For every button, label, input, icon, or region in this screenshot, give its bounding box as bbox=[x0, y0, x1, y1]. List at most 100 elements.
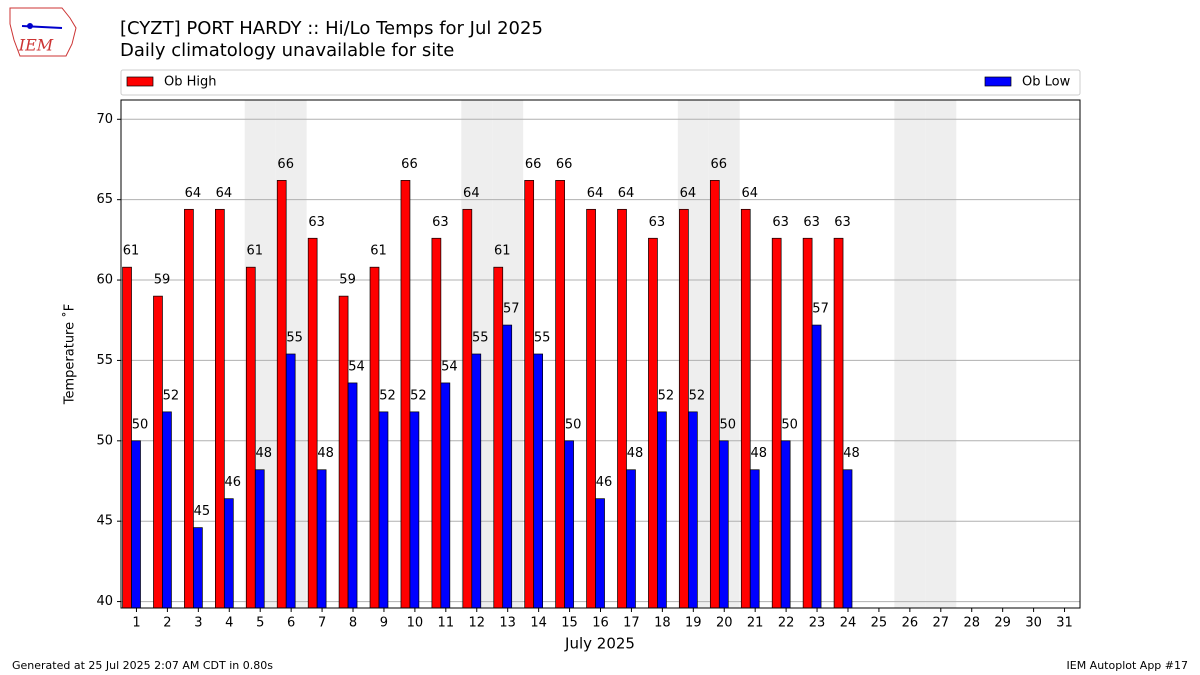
x-tick-label: 30 bbox=[1025, 616, 1042, 631]
bar bbox=[285, 353, 296, 609]
bar bbox=[493, 266, 504, 609]
bar bbox=[833, 237, 844, 609]
bar bbox=[617, 208, 627, 609]
value-label: 61 bbox=[370, 244, 387, 259]
bar bbox=[502, 324, 513, 609]
chart-title: [CYZT] PORT HARDY :: Hi/Lo Temps for Jul… bbox=[120, 18, 543, 39]
value-label: 66 bbox=[525, 157, 542, 172]
x-tick-label: 6 bbox=[287, 616, 295, 631]
value-label: 50 bbox=[781, 417, 798, 432]
legend-label: Ob High bbox=[164, 75, 217, 90]
x-tick-label: 21 bbox=[747, 616, 764, 631]
x-tick-label: 1 bbox=[132, 616, 140, 631]
value-label: 64 bbox=[216, 186, 233, 201]
bar bbox=[378, 411, 389, 609]
value-label: 63 bbox=[834, 215, 851, 230]
bar bbox=[586, 208, 596, 609]
weekend-shade bbox=[925, 100, 957, 608]
x-tick-label: 17 bbox=[623, 616, 640, 631]
bar bbox=[595, 498, 605, 609]
bar bbox=[564, 440, 574, 609]
bar bbox=[162, 411, 172, 609]
bar bbox=[718, 440, 729, 609]
x-tick-label: 26 bbox=[902, 616, 919, 631]
bar bbox=[780, 440, 791, 609]
logo-text: IEM bbox=[18, 36, 54, 55]
bar bbox=[338, 295, 349, 609]
bar bbox=[811, 324, 822, 609]
weekend-shade bbox=[894, 100, 926, 608]
value-label: 64 bbox=[587, 186, 604, 201]
value-label: 64 bbox=[680, 186, 697, 201]
value-label: 52 bbox=[379, 388, 396, 403]
value-label: 66 bbox=[711, 157, 728, 172]
bar bbox=[131, 440, 141, 609]
y-tick-label: 70 bbox=[96, 112, 113, 127]
value-label: 48 bbox=[317, 446, 334, 461]
value-label: 57 bbox=[812, 302, 829, 317]
x-tick-label: 2 bbox=[163, 616, 171, 631]
value-label: 50 bbox=[132, 417, 149, 432]
bar bbox=[223, 498, 234, 609]
value-label: 52 bbox=[410, 388, 427, 403]
value-label: 50 bbox=[720, 417, 737, 432]
legend bbox=[120, 69, 1081, 96]
x-tick-label: 25 bbox=[871, 616, 888, 631]
footer-left: Generated at 25 Jul 2025 2:07 AM CDT in … bbox=[12, 659, 273, 672]
x-tick-label: 27 bbox=[933, 616, 950, 631]
bar bbox=[555, 180, 565, 609]
x-tick-label: 9 bbox=[380, 616, 388, 631]
y-tick-label: 65 bbox=[96, 192, 113, 207]
value-label: 55 bbox=[286, 331, 303, 346]
x-tick-label: 28 bbox=[963, 616, 980, 631]
value-label: 55 bbox=[472, 331, 489, 346]
value-label: 52 bbox=[163, 388, 180, 403]
bar bbox=[524, 180, 535, 609]
bar bbox=[254, 469, 265, 609]
y-axis-label: Temperature ˚F bbox=[62, 304, 78, 405]
value-label: 66 bbox=[401, 157, 418, 172]
bar bbox=[749, 469, 760, 609]
bar bbox=[471, 353, 482, 609]
bar bbox=[409, 411, 420, 609]
value-label: 52 bbox=[689, 388, 706, 403]
bar bbox=[709, 180, 720, 609]
x-axis-label: July 2025 bbox=[564, 635, 635, 653]
value-label: 63 bbox=[432, 215, 449, 230]
bar bbox=[316, 469, 327, 609]
value-label: 63 bbox=[772, 215, 789, 230]
x-tick-label: 11 bbox=[438, 616, 455, 631]
bar bbox=[462, 208, 473, 609]
x-tick-label: 23 bbox=[809, 616, 826, 631]
value-label: 52 bbox=[658, 388, 675, 403]
bar bbox=[842, 469, 853, 609]
value-label: 59 bbox=[339, 273, 356, 288]
value-label: 57 bbox=[503, 302, 520, 317]
x-tick-label: 7 bbox=[318, 616, 326, 631]
logo: IEM bbox=[9, 7, 77, 57]
x-tick-label: 8 bbox=[349, 616, 357, 631]
value-label: 61 bbox=[247, 244, 264, 259]
bar bbox=[307, 237, 318, 609]
value-label: 63 bbox=[649, 215, 666, 230]
bar bbox=[245, 266, 256, 609]
x-tick-label: 4 bbox=[225, 616, 233, 631]
legend-swatch bbox=[126, 76, 154, 87]
x-tick-label: 22 bbox=[778, 616, 795, 631]
bar bbox=[688, 411, 698, 609]
bar bbox=[679, 208, 689, 609]
x-tick-label: 29 bbox=[994, 616, 1011, 631]
y-tick-label: 55 bbox=[96, 353, 113, 368]
value-label: 63 bbox=[308, 215, 325, 230]
x-tick-label: 12 bbox=[468, 616, 485, 631]
value-label: 48 bbox=[627, 446, 644, 461]
x-tick-label: 20 bbox=[716, 616, 733, 631]
value-label: 55 bbox=[534, 331, 551, 346]
x-tick-label: 31 bbox=[1056, 616, 1073, 631]
value-label: 66 bbox=[277, 157, 294, 172]
value-label: 61 bbox=[123, 244, 140, 259]
x-tick-label: 10 bbox=[407, 616, 424, 631]
x-tick-label: 13 bbox=[499, 616, 516, 631]
legend-label: Ob Low bbox=[1022, 75, 1071, 90]
x-tick-label: 3 bbox=[194, 616, 202, 631]
